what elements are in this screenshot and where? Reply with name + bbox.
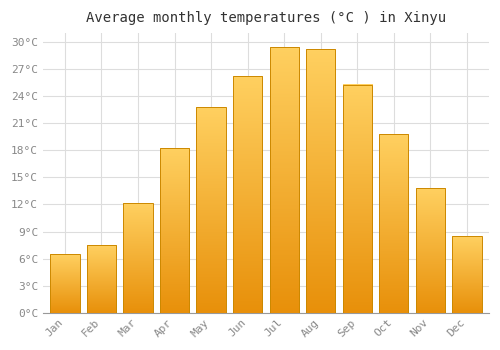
Bar (452, 236, 482, 313)
Bar (270, 47, 299, 313)
Bar (160, 148, 189, 313)
Title: Average monthly temperatures (°C ) in Xinyu: Average monthly temperatures (°C ) in Xi… (86, 11, 446, 25)
Bar (124, 203, 152, 313)
Bar (196, 107, 226, 313)
Bar (416, 188, 445, 313)
Bar (233, 77, 262, 313)
Bar (50, 254, 80, 313)
Bar (342, 85, 372, 313)
Bar (379, 134, 408, 313)
Bar (87, 245, 116, 313)
Bar (306, 49, 336, 313)
